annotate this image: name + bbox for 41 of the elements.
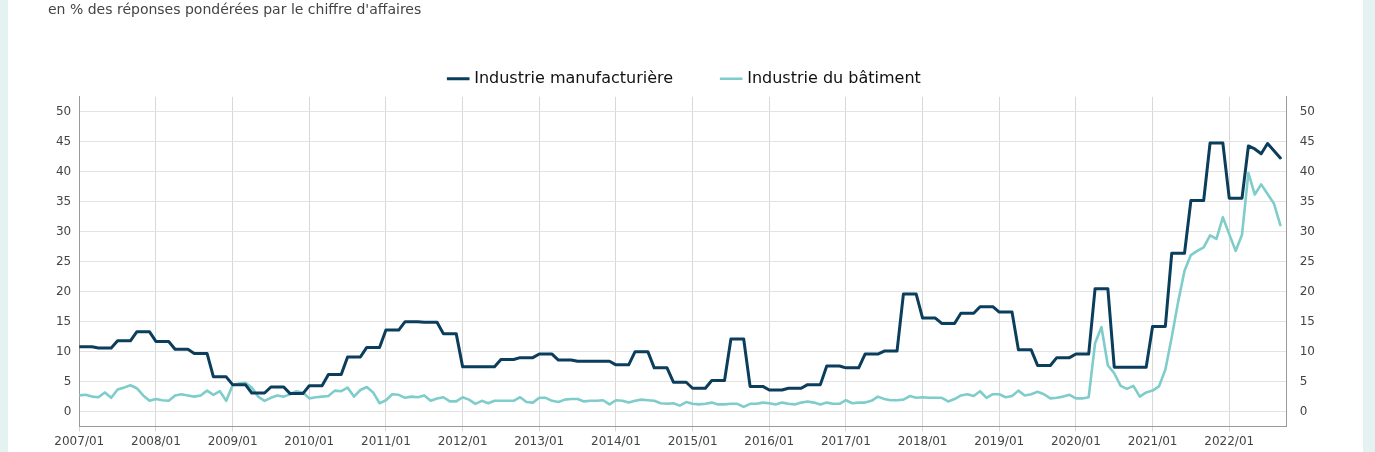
x-tick-label: 2008/01: [131, 433, 181, 448]
x-tick-label: 2022/01: [1204, 433, 1255, 448]
y-tick-label: 35: [55, 193, 72, 208]
x-tick-label: 2020/01: [1050, 433, 1101, 448]
y2-tick-label: 15: [1299, 313, 1316, 328]
y2-tick-label: 20: [1299, 283, 1316, 298]
x-tick-label: 2014/01: [590, 433, 641, 448]
y-tick-label: 30: [55, 223, 72, 238]
x-tick-label: 2009/01: [207, 433, 258, 448]
y2-tick-label: 10: [1299, 343, 1316, 358]
y-tick-label: 20: [55, 283, 72, 298]
x-tick-label: 2017/01: [820, 433, 871, 448]
y2-tick-label: 40: [1299, 163, 1316, 178]
x-tick-label: 2018/01: [897, 433, 948, 448]
y-tick-label: 10: [55, 343, 72, 358]
x-tick-label: 2012/01: [437, 433, 488, 448]
y-tick-label: 45: [55, 133, 72, 148]
y2-tick-label: 0: [1299, 403, 1308, 418]
legend-label: Industrie du bâtiment: [747, 67, 921, 87]
x-tick-label: 2016/01: [744, 433, 795, 448]
x-tick-label: 2021/01: [1127, 433, 1178, 448]
y-tick-label: 0: [63, 403, 72, 418]
y-tick-label: 25: [55, 253, 72, 268]
y2-tick-label: 5: [1299, 373, 1308, 388]
y2-tick-label: 30: [1299, 223, 1316, 238]
x-tick-label: 2013/01: [514, 433, 565, 448]
legend-label: Industrie manufacturière: [474, 67, 674, 87]
y-tick-label: 50: [55, 103, 72, 118]
y-tick-label: 40: [55, 163, 72, 178]
x-tick-label: 2015/01: [667, 433, 718, 448]
y2-tick-label: 35: [1299, 193, 1316, 208]
x-tick-label: 2019/01: [974, 433, 1025, 448]
y2-tick-label: 25: [1299, 253, 1316, 268]
y-tick-label: 5: [63, 373, 72, 388]
y2-tick-label: 45: [1299, 133, 1316, 148]
x-tick-label: 2007/01: [54, 433, 105, 448]
x-tick-label: 2011/01: [361, 433, 411, 448]
y-tick-label: 15: [55, 313, 72, 328]
x-tick-label: 2010/01: [284, 433, 335, 448]
chart-title: en % des réponses pondérées par le chiffre d'affaires: [48, 1, 422, 18]
y2-tick-label: 50: [1299, 103, 1316, 118]
